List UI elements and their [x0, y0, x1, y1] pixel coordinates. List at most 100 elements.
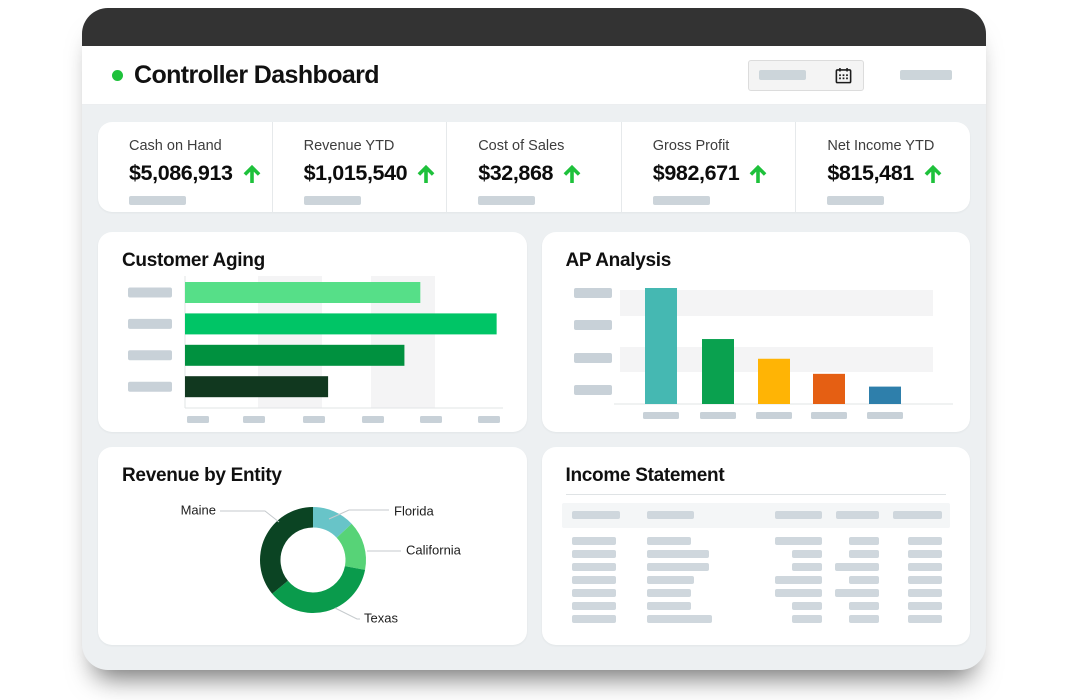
- kpi-strip: Cash on Hand $5,086,913 Revenue YTD $1,015,…: [98, 122, 970, 212]
- x-tick-placeholder: [478, 416, 500, 423]
- bar: [644, 288, 677, 404]
- table-cell-placeholder: [792, 602, 822, 610]
- income-statement-card: Income Statement: [541, 447, 970, 645]
- table-cell-placeholder: [849, 537, 879, 545]
- kpi-value-row: $5,086,913: [129, 161, 272, 186]
- kpi-value-row: $982,671: [653, 161, 796, 186]
- y-tick-placeholder: [573, 288, 612, 298]
- kpi-value: $5,086,913: [129, 161, 233, 185]
- table-cell-placeholder: [893, 511, 942, 519]
- table-cell-placeholder: [646, 602, 691, 610]
- kpi-item: Revenue YTD $1,015,540: [271, 122, 447, 212]
- calendar-icon: [835, 67, 852, 83]
- table-cell-placeholder: [908, 589, 942, 597]
- leader-line: [328, 509, 389, 520]
- table-row: [562, 563, 951, 571]
- kpi-value-row: $815,481: [827, 161, 970, 186]
- grid-stripe: [371, 276, 435, 408]
- customer-aging-title: Customer Aging: [122, 250, 265, 271]
- kpi-label: Gross Profit: [652, 138, 730, 154]
- kpi-item: Cost of Sales $32,868: [446, 122, 621, 212]
- table-cell-placeholder: [571, 511, 620, 519]
- bar: [185, 376, 329, 398]
- kpi-value-row: $32,868: [478, 161, 621, 186]
- kpi-label: Net Income YTD: [827, 138, 935, 154]
- kpi-placeholder-bar: [129, 196, 186, 205]
- table-cell-placeholder: [646, 576, 694, 584]
- trend-up-icon: [417, 164, 435, 183]
- table-cell-placeholder: [835, 589, 879, 597]
- kpi-item: Cash on Hand $5,086,913: [98, 122, 272, 212]
- trend-up-icon: [243, 164, 260, 183]
- table-row: [562, 615, 951, 623]
- table-cell-placeholder: [849, 602, 879, 610]
- donut-label: Texas: [364, 610, 398, 625]
- x-tick-placeholder: [362, 416, 384, 423]
- kpi-label: Cash on Hand: [129, 138, 222, 154]
- table-cell-placeholder: [775, 576, 822, 584]
- kpi-value: $982,671: [652, 161, 740, 185]
- x-tick-placeholder: [755, 412, 792, 419]
- revenue-by-entity-title: Revenue by Entity: [122, 465, 282, 486]
- bar: [185, 313, 497, 335]
- kpi-item: Net Income YTD $815,481: [795, 122, 970, 212]
- table-cell-placeholder: [908, 615, 942, 623]
- table-cell-placeholder: [775, 537, 822, 545]
- window-titlebar: [82, 8, 986, 46]
- table-cell-placeholder: [792, 550, 822, 558]
- charts-grid: Customer Aging AP Analysis Revenue by En…: [98, 232, 970, 645]
- donut-slice: [272, 566, 366, 613]
- y-tick-placeholder: [128, 318, 172, 329]
- table-cell-placeholder: [908, 602, 942, 610]
- dashboard-header: Controller Dashboard: [82, 46, 986, 105]
- table-cell-placeholder: [775, 511, 822, 519]
- x-tick-placeholder: [866, 412, 903, 419]
- grid-stripe: [258, 276, 322, 408]
- table-row: [562, 602, 951, 610]
- table-cell-placeholder: [792, 615, 822, 623]
- customer-aging-card: Customer Aging: [98, 232, 527, 432]
- table-cell-placeholder: [571, 602, 616, 610]
- table-cell-placeholder: [646, 615, 712, 623]
- table-row: [562, 589, 951, 597]
- status-dot-icon: [112, 69, 123, 81]
- y-tick-placeholder: [573, 385, 612, 395]
- dashboard-body: Cash on Hand $5,086,913 Revenue YTD $1,015,…: [82, 105, 986, 645]
- ap-analysis-card: AP Analysis: [541, 232, 970, 432]
- table-row: [562, 576, 951, 584]
- table-cell-placeholder: [646, 511, 694, 519]
- table-cell-placeholder: [571, 589, 616, 597]
- grid-stripe: [619, 347, 933, 372]
- leader-line: [334, 607, 360, 620]
- kpi-value-row: $1,015,540: [304, 161, 447, 186]
- x-tick-placeholder: [243, 416, 265, 423]
- kpi-placeholder-bar: [827, 196, 885, 205]
- y-tick-placeholder: [573, 320, 612, 330]
- grid-stripe: [619, 290, 933, 316]
- trend-up-icon: [563, 164, 581, 183]
- table-row: [562, 537, 951, 545]
- table-cell-placeholder: [849, 615, 879, 623]
- table-cell-placeholder: [908, 576, 942, 584]
- y-tick-placeholder: [128, 287, 172, 298]
- kpi-placeholder-bar: [652, 196, 710, 205]
- table-cell-placeholder: [835, 563, 879, 571]
- table-cell-placeholder: [571, 615, 616, 623]
- bar: [701, 339, 734, 404]
- donut-label: Florida: [394, 503, 435, 518]
- ap-analysis-title: AP Analysis: [565, 250, 672, 271]
- x-tick-placeholder: [303, 416, 325, 423]
- table-cell-placeholder: [571, 550, 616, 558]
- leader-line: [220, 510, 280, 523]
- kpi-value: $815,481: [827, 161, 914, 185]
- customer-aging-chart: [128, 276, 503, 423]
- trend-up-icon: [924, 164, 942, 183]
- x-tick-placeholder: [420, 416, 442, 423]
- kpi-placeholder-bar: [303, 196, 361, 205]
- donut-slice: [260, 507, 313, 594]
- kpi-placeholder-bar: [478, 196, 536, 205]
- kpi-value: $1,015,540: [303, 161, 408, 185]
- table-cell-placeholder: [908, 563, 942, 571]
- date-range-picker[interactable]: [748, 59, 864, 91]
- y-tick-placeholder: [128, 350, 172, 361]
